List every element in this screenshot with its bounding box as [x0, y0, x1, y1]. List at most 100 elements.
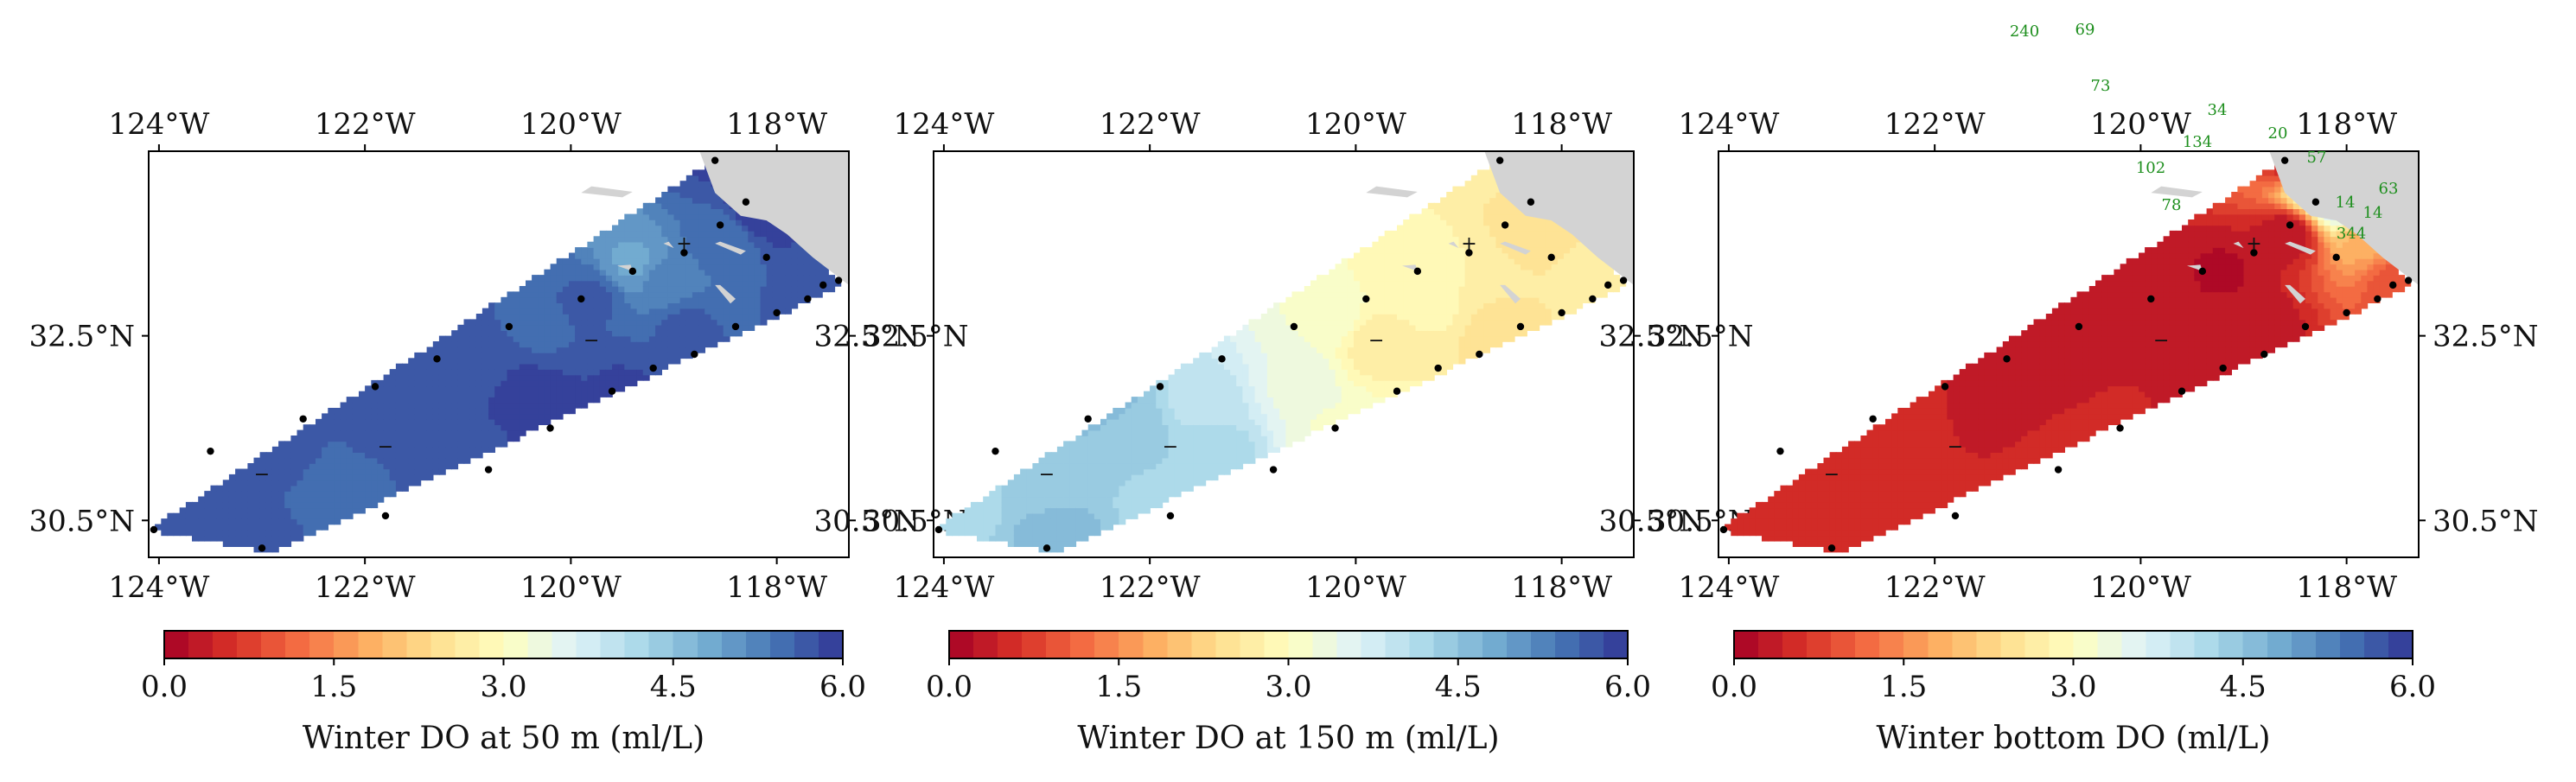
field-cell	[488, 441, 495, 448]
field-cell	[1452, 275, 1460, 282]
field-cell	[803, 269, 811, 276]
field-cell	[593, 391, 601, 397]
field-cell	[475, 436, 483, 442]
field-cell	[1050, 540, 1058, 547]
field-cell	[1087, 518, 1095, 525]
field-cell	[1545, 314, 1553, 321]
field-cell	[488, 324, 495, 331]
field-cell	[1409, 275, 1417, 282]
field-cell	[958, 518, 966, 525]
field-cell	[532, 286, 539, 293]
field-cell	[322, 436, 328, 442]
field-cell	[1063, 468, 1070, 475]
field-cell	[1001, 512, 1009, 519]
field-cell	[526, 413, 532, 420]
field-cell	[1038, 496, 1046, 503]
field-cell	[395, 436, 403, 442]
field-cell	[575, 397, 582, 404]
field-cell	[1001, 535, 1009, 542]
field-cell	[754, 308, 762, 315]
field-cell	[612, 275, 619, 282]
field-cell	[538, 280, 545, 287]
field-cell	[569, 374, 576, 381]
field-cell	[519, 352, 526, 359]
field-cell	[575, 324, 582, 331]
field-cell	[581, 363, 589, 370]
field-cell	[569, 291, 576, 298]
field-cell	[469, 335, 477, 342]
field-cell	[544, 397, 552, 404]
field-cell	[1329, 335, 1336, 342]
field-cell	[1354, 363, 1361, 370]
field-cell	[377, 402, 385, 409]
field-cell	[1069, 457, 1077, 464]
field-cell	[235, 518, 242, 525]
field-cell	[408, 402, 416, 409]
field-cell	[1483, 241, 1490, 248]
field-cell	[1113, 418, 1120, 425]
field-cell	[964, 518, 972, 525]
field-cell	[587, 308, 595, 315]
field-cell	[1317, 397, 1323, 404]
field-cell	[1440, 197, 1447, 204]
field-cell	[1223, 463, 1231, 470]
field-cell	[1285, 441, 1293, 448]
station-dot	[731, 322, 740, 331]
field-cell	[1341, 358, 1349, 365]
field-cell	[389, 385, 397, 392]
field-cell	[624, 241, 632, 248]
field-cell	[1266, 330, 1274, 337]
field-cell	[1174, 379, 1182, 387]
field-cell	[253, 535, 261, 542]
field-cell	[1464, 219, 1472, 226]
field-cell	[481, 379, 489, 387]
field-cell	[408, 385, 416, 392]
field-cell	[179, 530, 187, 537]
field-cell	[1298, 346, 1305, 353]
field-cell	[593, 358, 601, 365]
field-cell	[1137, 436, 1145, 442]
field-cell	[1502, 264, 1509, 270]
field-cell	[1341, 341, 1349, 348]
field-cell	[513, 324, 520, 331]
field-cell	[1539, 286, 1546, 293]
field-cell	[1446, 352, 1454, 359]
field-cell	[1211, 397, 1219, 404]
field-cell	[636, 230, 644, 238]
field-cell	[983, 501, 991, 509]
field-cell	[340, 457, 348, 464]
field-cell	[692, 308, 699, 315]
field-cell	[1131, 402, 1138, 409]
field-cell	[352, 441, 360, 448]
field-cell	[359, 480, 366, 486]
field-cell	[1094, 480, 1101, 486]
field-cell	[352, 402, 360, 409]
field-cell	[1106, 429, 1113, 436]
field-cell	[983, 524, 991, 531]
field-cell	[1217, 363, 1225, 370]
field-cell	[556, 314, 564, 321]
field-cell	[198, 501, 206, 509]
field-cell	[235, 540, 242, 547]
field-cell	[494, 374, 502, 381]
field-cell	[1162, 474, 1170, 481]
field-cell	[1521, 269, 1527, 276]
field-cell	[253, 524, 261, 531]
field-cell	[1341, 363, 1349, 370]
field-cell	[717, 247, 724, 254]
field-cell	[1390, 335, 1398, 342]
field-cell	[328, 485, 335, 492]
field-cell	[1483, 192, 1490, 199]
field-cell	[334, 408, 341, 415]
field-cell	[438, 452, 446, 459]
field-cell	[389, 402, 397, 409]
field-cell	[1056, 518, 1064, 525]
field-cell	[481, 335, 489, 342]
field-cell	[1335, 397, 1342, 404]
field-cell	[377, 468, 385, 475]
field-cell	[692, 192, 699, 199]
field-cell	[977, 512, 984, 519]
field-cell	[1323, 397, 1330, 404]
field-cell	[383, 418, 391, 425]
field-cell	[271, 535, 279, 542]
